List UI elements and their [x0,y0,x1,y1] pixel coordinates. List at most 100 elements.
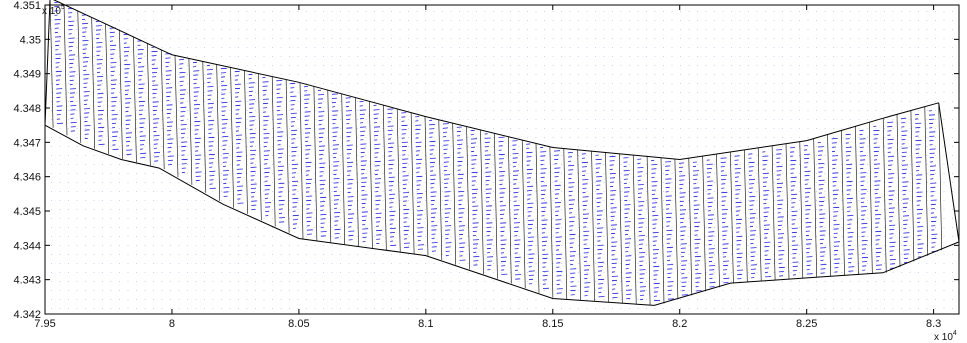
grid-point [527,191,528,192]
grid-point [884,38,885,39]
grid-point [595,281,596,282]
grid-point [110,236,112,237]
grid-point [204,29,205,30]
grid-point [909,236,911,237]
grid-point [731,146,732,147]
grid-point [782,65,783,66]
grid-point [867,308,868,309]
grid-point [952,20,953,21]
grid-point [68,173,69,174]
grid-point [561,29,562,30]
grid-point [289,290,290,291]
grid-point [280,155,282,156]
grid-point [807,200,809,201]
grid-point [680,83,681,84]
grid-point [544,74,545,75]
grid-point [493,83,494,84]
grid-point [748,38,749,39]
grid-point [595,263,596,264]
grid-point [875,218,877,219]
grid-point [765,155,766,156]
grid-point [331,308,333,309]
grid-point [714,209,715,210]
grid-point [433,182,435,183]
grid-point [901,155,902,156]
grid-point [51,164,52,165]
grid-point [816,110,817,111]
grid-point [595,74,596,75]
grid-point [399,227,401,228]
grid-point [178,155,180,156]
grid-point [255,146,256,147]
grid-point [884,155,885,156]
grid-point [459,308,460,309]
grid-point [637,74,639,75]
grid-point [110,56,112,57]
grid-point [833,245,834,246]
grid-point [595,11,596,12]
grid-point [382,101,384,102]
grid-point [603,47,605,48]
cross-section-line [49,0,54,128]
grid-point [110,11,112,12]
grid-point [459,11,460,12]
grid-point [484,83,486,84]
grid-point [153,263,154,264]
grid-point [569,20,571,21]
grid-point [671,236,673,237]
grid-point [850,290,851,291]
grid-point [374,56,375,57]
grid-point [629,29,630,30]
grid-point [782,110,783,111]
grid-point [272,137,273,138]
grid-point [365,20,367,21]
grid-point [382,290,384,291]
grid-point [314,119,316,120]
grid-point [612,290,613,291]
cross-section-line [521,139,526,289]
grid-point [85,92,86,93]
grid-point [357,155,358,156]
grid-point [595,236,596,237]
grid-point [620,47,622,48]
grid-point [357,308,358,309]
grid-point [331,200,333,201]
grid-point [952,83,953,84]
grid-point [263,200,265,201]
grid-point [484,164,486,165]
grid-point [816,281,817,282]
grid-point [603,209,605,210]
grid-point [204,20,205,21]
grid-point [595,47,596,48]
grid-point [229,254,231,255]
grid-point [824,218,826,219]
grid-point [663,227,664,228]
grid-point [935,83,936,84]
grid-point [697,254,698,255]
grid-point [416,173,418,174]
grid-point [884,137,885,138]
grid-point [705,146,707,147]
grid-point [323,137,324,138]
grid-point [765,29,766,30]
grid-point [629,245,630,246]
cross-section-line [188,58,193,185]
grid-point [493,191,494,192]
grid-point [263,101,265,102]
grid-point [246,29,248,30]
grid-point [340,56,341,57]
grid-point [323,164,324,165]
grid-point [688,110,690,111]
grid-point [255,74,256,75]
grid-point [637,110,639,111]
grid-point [705,29,707,30]
grid-point [119,209,120,210]
grid-point [229,83,231,84]
grid-point [807,308,809,309]
grid-point [229,209,231,210]
grid-point [382,164,384,165]
grid-point [799,227,800,228]
grid-point [306,290,307,291]
grid-point [688,272,690,273]
grid-point [136,20,137,21]
